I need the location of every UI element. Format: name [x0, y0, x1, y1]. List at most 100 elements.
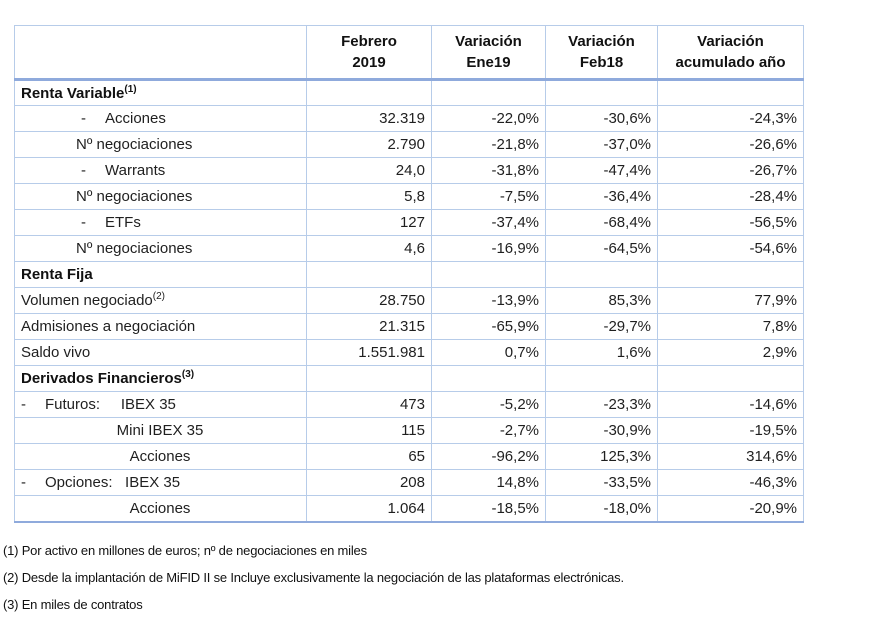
header-row: Febrero 2019 Variación Ene19 Variación F… — [14, 25, 804, 81]
value-cell: -56,5% — [657, 209, 804, 236]
row-label: Acciones — [129, 448, 191, 465]
table-row: Mini IBEX 35 115 -2,7% -30,9% -19,5% — [14, 417, 804, 444]
value-cell: 314,6% — [657, 443, 804, 470]
value-cell: -29,7% — [545, 313, 658, 340]
value-cell: -5,2% — [431, 391, 546, 418]
row-label: Admisiones a negociación — [21, 318, 196, 335]
row-label-cell: Derivados Financieros(3) — [14, 365, 307, 392]
value-cell: 1.064 — [306, 495, 432, 523]
row-label: Warrants — [105, 162, 166, 179]
value-cell: 2,9% — [657, 339, 804, 366]
table-row: - Opciones: IBEX 35 208 14,8% -33,5% -46,3% — [14, 469, 804, 496]
value-cell: 115 — [306, 417, 432, 444]
value-cell: 2.790 — [306, 131, 432, 158]
footnote-marker: (2) — [152, 291, 166, 302]
footnote-3: (3) En miles de contratos — [3, 597, 143, 612]
value-cell: -47,4% — [545, 157, 658, 184]
value-cell: 127 — [306, 209, 432, 236]
row-label: ETFs — [105, 214, 141, 231]
value-cell: 473 — [306, 391, 432, 418]
value-cell: -96,2% — [431, 443, 546, 470]
value-cell: -37,0% — [545, 131, 658, 158]
row-label: Opciones: IBEX 35 — [45, 474, 181, 491]
value-cell: -20,9% — [657, 495, 804, 523]
value-cell: 14,8% — [431, 469, 546, 496]
value-cell — [657, 261, 804, 288]
header-line: Variación — [568, 33, 635, 50]
value-cell: -54,6% — [657, 235, 804, 262]
value-cell: -14,6% — [657, 391, 804, 418]
row-label: Volumen negociado — [21, 292, 153, 309]
dash-marker: - — [81, 214, 86, 231]
value-cell: 28.750 — [306, 287, 432, 314]
value-cell: -7,5% — [431, 183, 546, 210]
value-cell: 0,7% — [431, 339, 546, 366]
row-label-cell: Nº negociaciones — [14, 235, 307, 262]
dash-marker: - — [21, 474, 26, 491]
dash-marker: - — [81, 162, 86, 179]
value-cell: 5,8 — [306, 183, 432, 210]
row-label-cell: Mini IBEX 35 — [14, 417, 307, 444]
row-label-cell: - Futuros: IBEX 35 — [14, 391, 307, 418]
row-label-cell: Nº negociaciones — [14, 131, 307, 158]
row-label: Acciones — [129, 499, 191, 517]
table-row: Admisiones a negociación 21.315 -65,9% -29,… — [14, 313, 804, 340]
footnote-marker: (3) — [181, 369, 195, 380]
row-label: Nº negociaciones — [76, 188, 193, 205]
value-cell — [306, 261, 432, 288]
table-row: - ETFs 127 -37,4% -68,4% -56,5% — [14, 209, 804, 236]
value-cell: 4,6 — [306, 235, 432, 262]
value-cell: 32.319 — [306, 105, 432, 132]
row-label-cell: Renta Fija — [14, 261, 307, 288]
row-label: Renta Fija — [21, 266, 93, 283]
market-stats-table: Febrero 2019 Variación Ene19 Variación F… — [14, 25, 804, 523]
value-cell: 65 — [306, 443, 432, 470]
value-cell: -30,6% — [545, 105, 658, 132]
value-cell: -31,8% — [431, 157, 546, 184]
value-cell: -28,4% — [657, 183, 804, 210]
value-cell — [657, 365, 804, 392]
header-line: acumulado año — [675, 54, 786, 71]
value-cell: 77,9% — [657, 287, 804, 314]
header-line: 2019 — [352, 54, 386, 71]
value-cell: -30,9% — [545, 417, 658, 444]
table-row: - Futuros: IBEX 35 473 -5,2% -23,3% -14,6% — [14, 391, 804, 418]
table-row: Acciones 65 -96,2% 125,3% 314,6% — [14, 443, 804, 470]
header-line: Ene19 — [466, 54, 511, 71]
dash-marker: - — [81, 110, 86, 127]
row-label-cell: Volumen negociado(2) — [14, 287, 307, 314]
value-cell: -36,4% — [545, 183, 658, 210]
value-cell: 125,3% — [545, 443, 658, 470]
value-cell: -13,9% — [431, 287, 546, 314]
value-cell: -19,5% — [657, 417, 804, 444]
market-stats-table-wrap: Febrero 2019 Variación Ene19 Variación F… — [14, 25, 804, 523]
section-row: Renta Variable(1) — [14, 79, 804, 106]
table-row: Saldo vivo 1.551.981 0,7% 1,6% 2,9% — [14, 339, 804, 366]
value-cell: 85,3% — [545, 287, 658, 314]
value-cell: -65,9% — [431, 313, 546, 340]
value-cell: -26,6% — [657, 131, 804, 158]
value-cell — [431, 261, 546, 288]
value-cell — [431, 79, 546, 106]
row-label-cell: Admisiones a negociación — [14, 313, 307, 340]
header-line: Feb18 — [579, 54, 624, 71]
value-cell: -33,5% — [545, 469, 658, 496]
row-label: Mini IBEX 35 — [116, 422, 204, 439]
value-cell: -21,8% — [431, 131, 546, 158]
value-cell — [306, 365, 432, 392]
row-label-cell: - Opciones: IBEX 35 — [14, 469, 307, 496]
value-cell: -2,7% — [431, 417, 546, 444]
row-label-cell: - ETFs — [14, 209, 307, 236]
header-cell-empty — [14, 25, 307, 81]
row-label: Futuros: IBEX 35 — [45, 396, 176, 413]
footnotes: (1) Por activo en millones de euros; nº … — [3, 537, 863, 618]
row-label: Nº negociaciones — [76, 240, 193, 257]
table-row: Nº negociaciones 4,6 -16,9% -64,5% -54,6% — [14, 235, 804, 262]
header-line: Variación — [455, 33, 522, 50]
header-cell-variacion-ene19: Variación Ene19 — [431, 25, 546, 81]
row-label-cell: - Warrants — [14, 157, 307, 184]
table-row: Nº negociaciones 5,8 -7,5% -36,4% -28,4% — [14, 183, 804, 210]
value-cell: -37,4% — [431, 209, 546, 236]
value-cell: -68,4% — [545, 209, 658, 236]
table-row: Volumen negociado(2) 28.750 -13,9% 85,3% 77,… — [14, 287, 804, 314]
